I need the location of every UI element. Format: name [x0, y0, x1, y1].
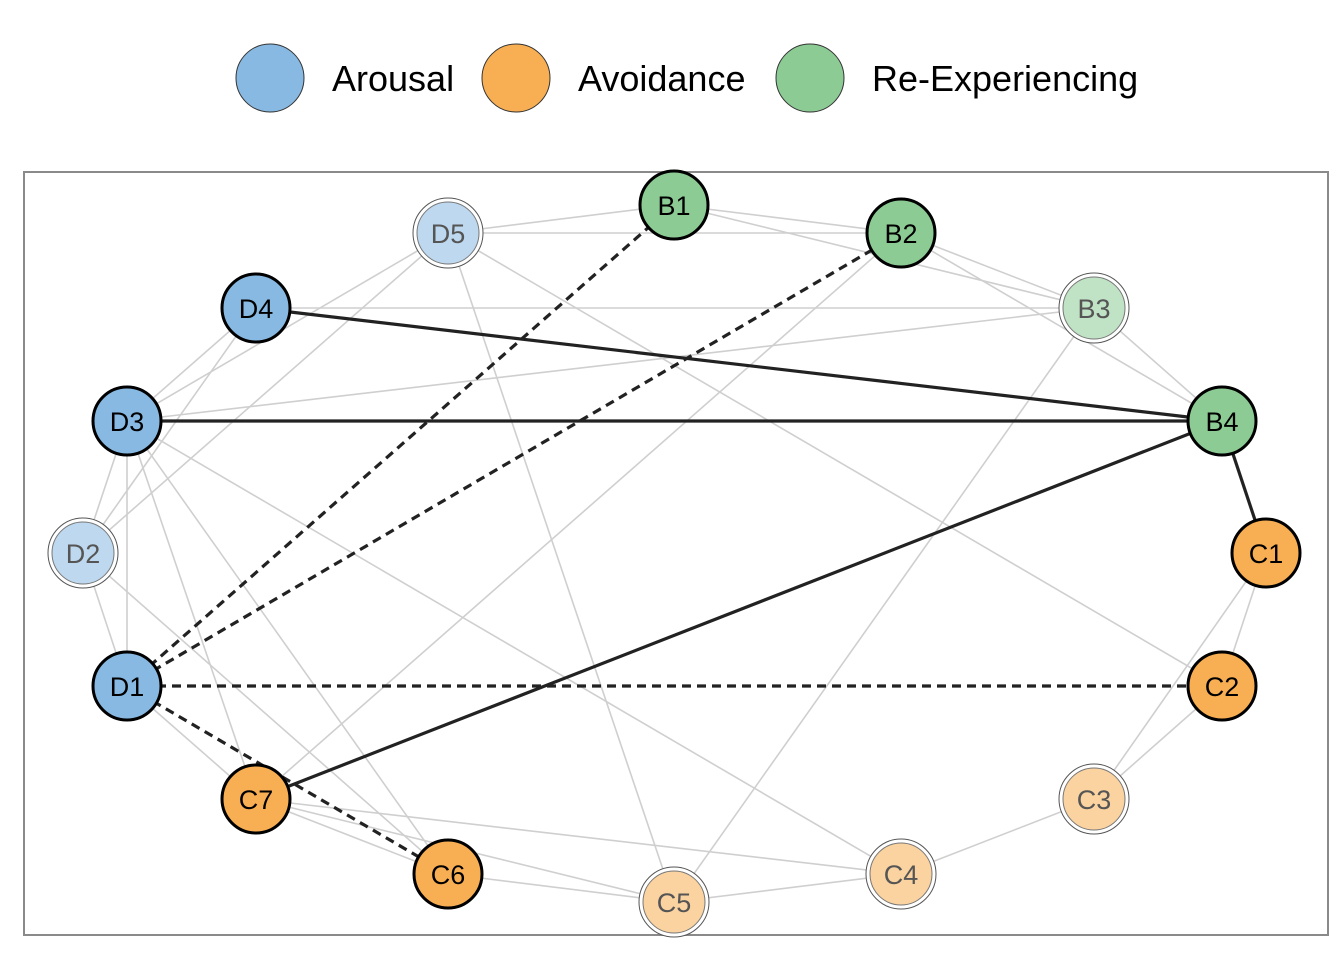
legend-swatch-re-experiencing — [775, 43, 845, 113]
legend-item-avoidance: Avoidance — [481, 43, 745, 113]
node-c1: C1 — [1230, 517, 1302, 589]
edge-d5-d3 — [126, 232, 449, 422]
node-d3: D3 — [91, 385, 163, 457]
edge-d3-c7 — [126, 420, 257, 800]
legend-swatch-arousal — [235, 43, 305, 113]
legend-item-re-experiencing: Re-Experiencing — [775, 43, 1138, 113]
legend-item-arousal: Arousal — [235, 43, 454, 113]
strong-edges — [125, 203, 1268, 876]
node-b3: B3 — [1058, 272, 1130, 344]
edge-b2-c7 — [255, 232, 902, 800]
edge-d1-c6 — [126, 684, 449, 876]
node-label: D3 — [110, 407, 145, 437]
legend-label-re-experiencing: Re-Experiencing — [872, 58, 1138, 99]
node-circle — [412, 838, 484, 910]
edge-b1-b2 — [673, 204, 902, 234]
node-b1: B1 — [638, 169, 710, 241]
node-d1: D1 — [91, 650, 163, 722]
node-circle — [220, 272, 292, 344]
node-label: D1 — [110, 672, 145, 702]
node-circle — [1186, 385, 1258, 457]
edge-c5-c6 — [447, 873, 675, 903]
edge-d5-c5 — [447, 232, 675, 903]
node-label: B2 — [884, 219, 917, 249]
node-c5: C5 — [638, 866, 710, 938]
node-circle — [865, 197, 937, 269]
nodes: B1 B2 B3 B4 C1 C2 C3 C4 C5 C6 C7 D1 D2 D3 D4 D5 — [47, 169, 1302, 938]
edge-c7-b4 — [255, 419, 1223, 801]
node-circle — [642, 870, 706, 934]
node-label: B3 — [1077, 294, 1110, 324]
node-label: C3 — [1077, 785, 1112, 815]
legend-label-arousal: Arousal — [332, 58, 454, 99]
node-c4: C4 — [865, 838, 937, 910]
node-d4: D4 — [220, 272, 292, 344]
node-d5: D5 — [412, 197, 484, 269]
node-c3: C3 — [1058, 763, 1130, 835]
legend-swatch-avoidance — [481, 43, 551, 113]
node-circle — [51, 521, 115, 585]
node-label: C2 — [1205, 672, 1240, 702]
edge-d3-c4 — [126, 420, 902, 875]
node-circle — [638, 169, 710, 241]
edge-d4-d2 — [82, 307, 257, 554]
node-circle — [1062, 767, 1126, 831]
legend-label-avoidance: Avoidance — [578, 58, 745, 99]
node-circle — [1186, 650, 1258, 722]
node-label: C5 — [657, 888, 692, 918]
edge-d5-d2 — [82, 232, 449, 554]
node-c7: C7 — [220, 763, 292, 835]
node-circle — [416, 201, 480, 265]
node-c6: C6 — [412, 838, 484, 910]
node-label: C6 — [431, 860, 466, 890]
node-label: D2 — [66, 539, 101, 569]
node-circle — [91, 650, 163, 722]
edge-b3-c5 — [673, 307, 1095, 903]
edge-d3-c6 — [126, 420, 449, 875]
node-circle — [1230, 517, 1302, 589]
node-label: C7 — [239, 785, 274, 815]
node-b2: B2 — [865, 197, 937, 269]
node-label: B4 — [1205, 407, 1238, 437]
edge-b2-b4 — [900, 232, 1223, 422]
edge-d2-c6 — [82, 552, 449, 875]
edge-d1-b1 — [125, 203, 676, 688]
edge-d5-b1 — [447, 204, 675, 234]
edge-c4-c5 — [673, 873, 902, 903]
node-label: C1 — [1249, 539, 1284, 569]
node-d2: D2 — [47, 517, 119, 589]
edge-c1-c3 — [1093, 552, 1267, 800]
node-b4: B4 — [1186, 385, 1258, 457]
node-circle — [869, 842, 933, 906]
node-circle — [1062, 276, 1126, 340]
node-c2: C2 — [1186, 650, 1258, 722]
node-circle — [91, 385, 163, 457]
edge-b3-d3 — [126, 307, 1095, 422]
node-label: D5 — [431, 219, 466, 249]
node-label: B1 — [657, 191, 690, 221]
node-circle — [220, 763, 292, 835]
node-label: C4 — [884, 860, 919, 890]
edge-c7-c4 — [255, 798, 902, 875]
node-label: D4 — [239, 294, 274, 324]
plot-frame — [23, 171, 1329, 936]
edge-d4-b4 — [255, 306, 1223, 423]
legend: Arousal Avoidance Re-Experiencing — [235, 43, 1138, 113]
